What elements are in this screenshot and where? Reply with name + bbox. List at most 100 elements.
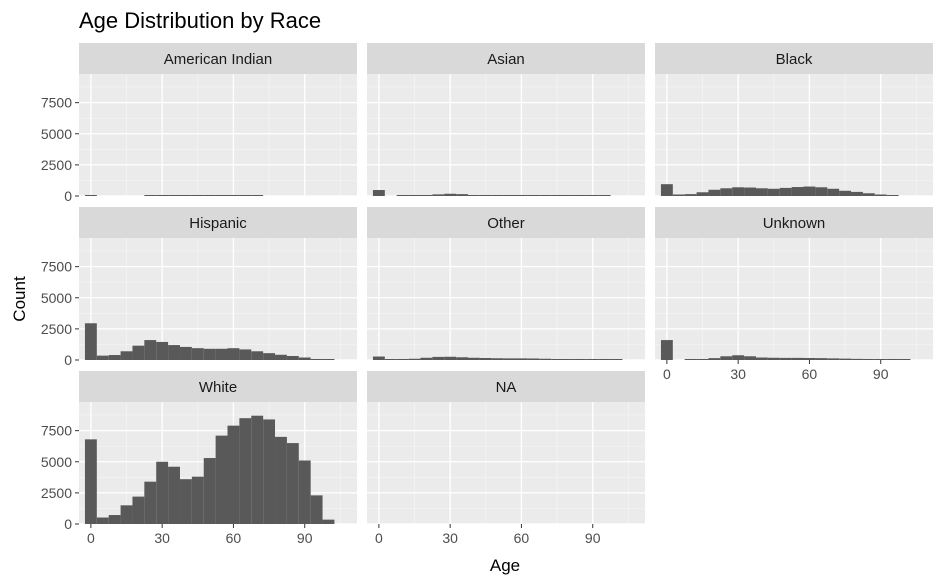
histogram-bar <box>132 345 145 360</box>
histogram-bar <box>179 195 192 196</box>
histogram-bar <box>84 323 97 360</box>
histogram-bar <box>108 355 121 360</box>
y-tick-label: 5000 <box>41 126 72 142</box>
histogram-bar <box>144 340 157 360</box>
histogram-bar <box>767 188 780 196</box>
histogram-bar <box>503 358 516 360</box>
facet-strip-label: Other <box>487 215 525 232</box>
y-tick-label: 5000 <box>41 454 72 470</box>
histogram-bar <box>408 358 421 360</box>
histogram-bar <box>322 359 335 360</box>
y-tick-label: 2500 <box>41 321 72 337</box>
histogram-bar <box>444 193 457 196</box>
histogram-bar <box>120 351 133 360</box>
histogram-bar <box>227 348 240 360</box>
histogram-bar <box>515 195 528 196</box>
histogram-bar <box>432 356 445 360</box>
y-tick-label: 7500 <box>41 259 72 275</box>
facet-panel: American Indian 0 2500 5000 7500 <box>41 43 357 204</box>
facet-strip <box>79 207 357 238</box>
histogram-bar <box>215 195 228 196</box>
histogram-bar <box>215 348 228 360</box>
histogram-bar <box>744 356 756 360</box>
facet-panel: Other <box>367 207 645 361</box>
histogram-bar <box>191 476 204 524</box>
histogram-bar <box>120 505 133 524</box>
histogram-bar <box>744 187 756 196</box>
histogram-bar <box>586 359 599 360</box>
histogram-bar <box>239 418 252 524</box>
histogram-bar <box>408 195 421 196</box>
histogram-bar <box>251 415 264 524</box>
histogram-bar <box>144 195 157 196</box>
histogram-bar <box>227 425 240 524</box>
panel-background <box>367 238 645 360</box>
facet-panel: Unknown 0 30 60 90 <box>655 207 933 382</box>
histogram-bar <box>168 345 180 360</box>
histogram-bar <box>96 517 109 524</box>
histogram-bar <box>396 195 409 196</box>
x-tick-label: 0 <box>663 366 671 382</box>
histogram-bar <box>803 358 816 360</box>
histogram-bar <box>310 495 323 524</box>
histogram-bar <box>456 357 468 360</box>
histogram-bar <box>239 349 252 360</box>
y-tick-label: 0 <box>64 352 72 368</box>
x-tick-label: 60 <box>226 530 242 546</box>
histogram-bar <box>515 358 528 360</box>
histogram-bar <box>420 357 433 360</box>
histogram-bar <box>851 191 863 196</box>
histogram-bar <box>791 357 804 360</box>
histogram-bar <box>479 195 492 196</box>
histogram-bar <box>286 356 299 360</box>
histogram-bar <box>815 187 828 196</box>
x-tick-label: 0 <box>375 530 383 546</box>
histogram-bar <box>898 359 911 360</box>
facet-panel: Black <box>655 43 933 197</box>
y-tick-label: 0 <box>64 516 72 532</box>
histogram-bar <box>527 358 540 360</box>
panel-background <box>79 238 357 360</box>
histogram-bar <box>322 519 335 524</box>
histogram-bar <box>874 359 887 360</box>
y-tick-label: 2500 <box>41 157 72 173</box>
x-tick-label: 60 <box>802 366 818 382</box>
x-tick-label: 30 <box>154 530 170 546</box>
panel-background <box>655 74 933 196</box>
panel-background <box>655 238 933 360</box>
facet-strip-label: Black <box>776 51 813 68</box>
facet-strip <box>79 43 357 74</box>
x-tick-label: 30 <box>442 530 458 546</box>
histogram-bar <box>672 194 685 196</box>
histogram-bar <box>215 435 228 524</box>
histogram-bar <box>720 356 733 360</box>
histogram-bar <box>491 195 504 196</box>
histogram-bar <box>251 195 264 196</box>
histogram-bar <box>755 188 768 196</box>
histogram-bar <box>298 357 311 360</box>
histogram-bar <box>563 195 575 196</box>
histogram-bar <box>563 359 575 360</box>
histogram-bar <box>539 358 552 360</box>
chart-title: Age Distribution by Race <box>79 8 321 33</box>
histogram-bar <box>479 358 492 360</box>
histogram-bar <box>239 195 252 196</box>
facet-strip-label: White <box>199 379 237 396</box>
histogram-bar <box>874 194 887 196</box>
histogram-bar <box>491 358 504 360</box>
y-tick-label: 5000 <box>41 290 72 306</box>
histogram-bar <box>168 466 180 524</box>
histogram-bar <box>839 358 852 360</box>
facet-strip-label: NA <box>496 379 517 396</box>
histogram-bar <box>191 195 204 196</box>
histogram-bar <box>851 358 863 360</box>
histogram-bar <box>84 439 97 524</box>
panel-background <box>367 74 645 196</box>
histogram-bar <box>384 359 397 360</box>
histogram-bar <box>708 358 721 360</box>
histogram-bar <box>660 184 673 196</box>
facet-panel: Asian <box>367 43 645 197</box>
histogram-bar <box>251 351 264 360</box>
histogram-bar <box>610 359 623 360</box>
